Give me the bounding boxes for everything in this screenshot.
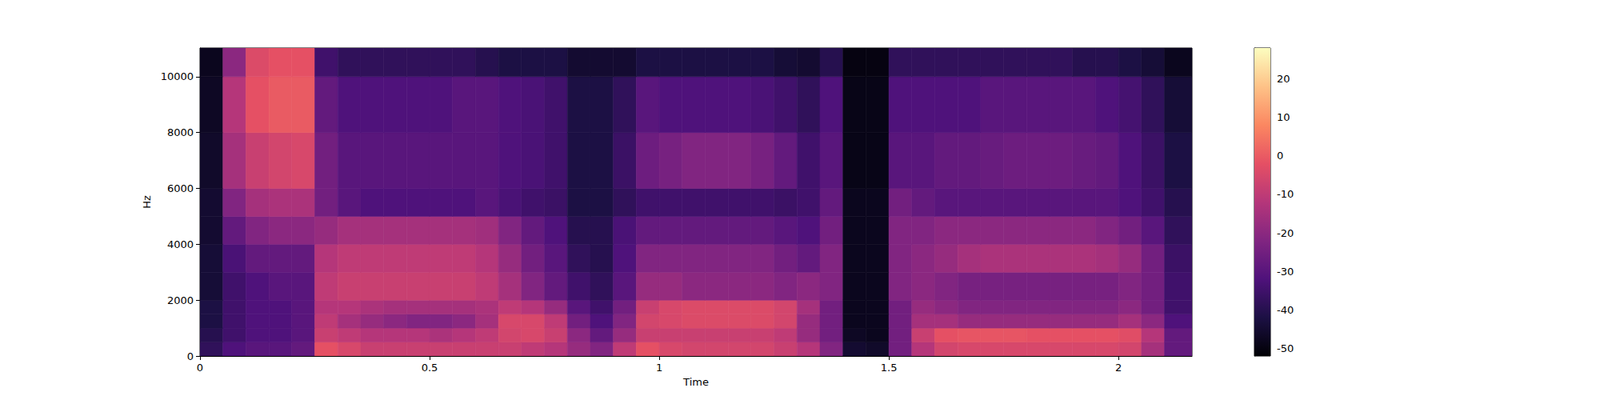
svg-text:0: 0	[1276, 149, 1284, 162]
svg-text:Hz: Hz	[140, 195, 153, 209]
svg-text:2000: 2000	[167, 294, 194, 307]
svg-text:1: 1	[656, 361, 663, 374]
svg-text:-40: -40	[1276, 304, 1294, 316]
svg-text:6000: 6000	[167, 182, 194, 195]
svg-text:0: 0	[187, 350, 194, 363]
svg-text:10000: 10000	[160, 70, 194, 83]
svg-text:1.5: 1.5	[880, 361, 898, 374]
svg-text:20: 20	[1276, 72, 1291, 85]
svg-text:-20: -20	[1276, 227, 1294, 240]
svg-text:0.5: 0.5	[421, 361, 439, 374]
svg-text:2: 2	[1115, 361, 1122, 374]
svg-text:-30: -30	[1276, 265, 1294, 278]
svg-text:8000: 8000	[167, 126, 194, 139]
svg-text:0: 0	[196, 361, 204, 374]
svg-text:10: 10	[1276, 111, 1291, 124]
svg-text:-10: -10	[1276, 188, 1294, 200]
svg-text:-50: -50	[1276, 342, 1294, 355]
svg-text:Time: Time	[682, 376, 709, 388]
svg-text:4000: 4000	[167, 238, 194, 251]
